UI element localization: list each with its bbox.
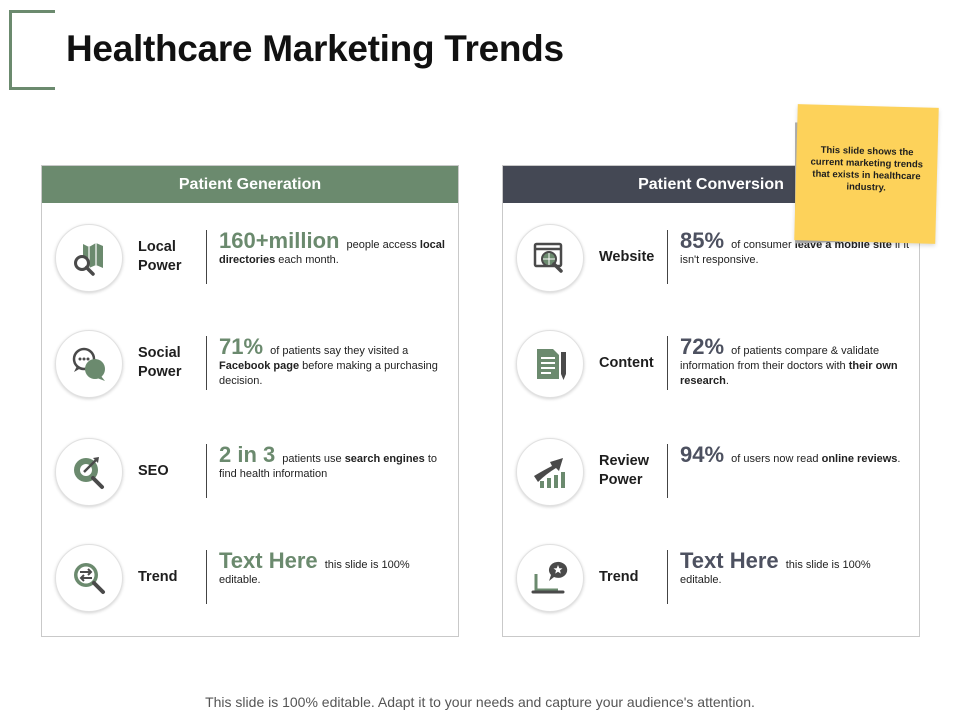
row-description: 72% of patients compare & validate infor… bbox=[680, 334, 898, 388]
row-label: Social Power bbox=[138, 345, 182, 380]
row-description: 2 in 3 patients use search engines to fi… bbox=[219, 442, 438, 481]
row-label: Content bbox=[599, 354, 654, 371]
row-description: 71% of patients say they visited a Faceb… bbox=[219, 334, 438, 388]
row-description: Text Here this slide is 100% editable. bbox=[219, 548, 410, 587]
divider bbox=[667, 336, 668, 390]
growth-arrow-icon bbox=[516, 438, 584, 506]
laptop-star-icon bbox=[516, 544, 584, 612]
divider bbox=[667, 230, 668, 284]
row-description: Text Here this slide is 100% editable. bbox=[680, 548, 871, 587]
list-item: Trend Text Here this slide is 100% edita… bbox=[503, 540, 919, 620]
divider bbox=[206, 230, 207, 284]
list-item: Content 72% of patients compare & valida… bbox=[503, 326, 919, 406]
list-item: SEO 2 in 3 patients use search engines t… bbox=[42, 434, 458, 514]
patient-generation-panel: Patient Generation Local Power 160+millio… bbox=[41, 165, 459, 637]
website-search-icon bbox=[516, 224, 584, 292]
divider bbox=[667, 550, 668, 604]
sticky-note: This slide shows the current marketing t… bbox=[794, 104, 939, 244]
row-label: Trend bbox=[599, 568, 639, 585]
row-description: 94% of users now read online reviews. bbox=[680, 442, 901, 467]
panel-header: Patient Generation bbox=[42, 166, 458, 203]
list-item: Trend Text Here this slide is 100% edita… bbox=[42, 540, 458, 620]
row-label: Website bbox=[599, 248, 655, 265]
row-description: 160+million people access local director… bbox=[219, 228, 445, 267]
trend-search-icon bbox=[55, 544, 123, 612]
row-label: Review Power bbox=[599, 453, 649, 488]
document-pen-icon bbox=[516, 330, 584, 398]
list-item: Social Power 71% of patients say they vis… bbox=[42, 326, 458, 406]
map-search-icon bbox=[55, 224, 123, 292]
row-description: 85% of consumer leave a mobile site if i… bbox=[680, 228, 910, 267]
row-label: Local Power bbox=[138, 239, 182, 274]
list-item: Review Power 94% of users now read online… bbox=[503, 434, 919, 514]
divider bbox=[206, 444, 207, 498]
chat-bubbles-icon bbox=[55, 330, 123, 398]
page-title: Healthcare Marketing Trends bbox=[66, 28, 564, 69]
divider bbox=[206, 336, 207, 390]
list-item: Local Power 160+million people access loc… bbox=[42, 220, 458, 300]
divider bbox=[206, 550, 207, 604]
divider bbox=[667, 444, 668, 498]
list-item: Website 85% of consumer leave a mobile s… bbox=[503, 220, 919, 300]
row-label: Trend bbox=[138, 568, 178, 585]
title-bracket-decoration bbox=[9, 10, 55, 90]
footer-text: This slide is 100% editable. Adapt it to… bbox=[205, 694, 755, 710]
seo-target-icon bbox=[55, 438, 123, 506]
row-label: SEO bbox=[138, 462, 169, 479]
